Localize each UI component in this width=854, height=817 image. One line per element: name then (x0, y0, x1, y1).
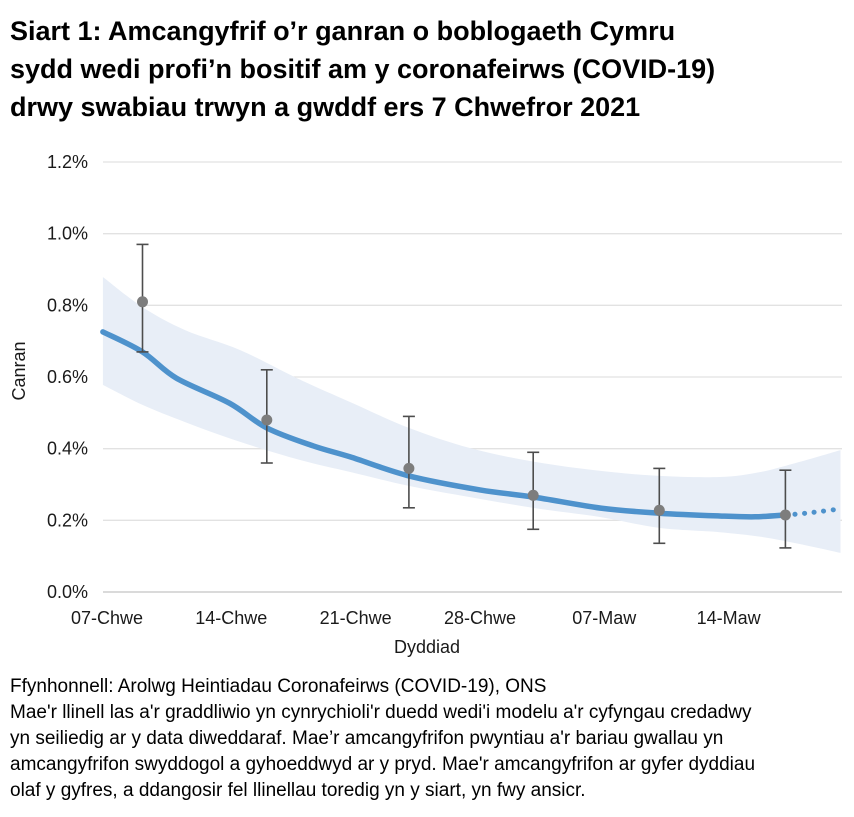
data-point (527, 489, 539, 501)
x-tick-label: 14-Chwe (195, 608, 267, 628)
data-point (653, 504, 665, 516)
x-axis-title: Dyddiad (394, 637, 460, 657)
x-tick-label: 07-Maw (572, 608, 637, 628)
x-tick-label: 07-Chwe (71, 608, 143, 628)
y-tick-label: 0.6% (47, 367, 88, 387)
y-axis-title: Canran (9, 341, 29, 400)
chart-title-line-2: sydd wedi profi’n bositif am y coronafei… (10, 54, 716, 84)
y-tick-label: 1.2% (47, 152, 88, 172)
y-tick-label: 0.8% (47, 295, 88, 315)
footnote-line-1: Mae'r llinell las a'r graddliwio yn cynr… (10, 702, 752, 723)
data-point (137, 296, 148, 308)
footnote-line-3: amcangyfrifon swyddogol a gyhoeddwyd ar … (10, 754, 756, 775)
footnote-line-2: yn seiliedig ar y data diweddaraf. Mae’r… (10, 728, 724, 749)
chart-footer: Ffynhonnell: Arolwg Heintiadau Coronafei… (10, 674, 844, 804)
y-tick-label: 0.0% (47, 582, 88, 602)
y-tick-label: 0.2% (47, 510, 88, 530)
trend-chart: 0.0% 0.2% 0.4% 0.6% 0.8% 1.0% 1.2% 07-Chwe 14-Ch… (9, 152, 843, 657)
x-tick-label: 21-Chwe (320, 608, 392, 628)
y-tick-label: 1.0% (47, 224, 88, 244)
footnote-line-4: olaf y gyfres, a ddangosir fel llinellau… (10, 780, 586, 801)
data-point (779, 509, 791, 521)
data-point (403, 462, 415, 474)
x-tick-label: 28-Chwe (444, 608, 516, 628)
source-note: Ffynhonnell: Arolwg Heintiadau Coronafei… (10, 676, 547, 697)
y-tick-label: 0.4% (47, 439, 88, 459)
data-point (261, 414, 273, 426)
trend-line-dotted (782, 506, 843, 518)
chart-title: Siart 1: Amcangyfrif o’r ganran o boblog… (0, 0, 854, 140)
chart-title-line-3: drwy swabiau trwyn a gwddf ers 7 Chwefro… (10, 92, 641, 122)
confidence-band (102, 277, 841, 553)
x-tick-label: 14-Maw (697, 608, 762, 628)
chart-title-line-1: Siart 1: Amcangyfrif o’r ganran o boblog… (10, 16, 676, 46)
